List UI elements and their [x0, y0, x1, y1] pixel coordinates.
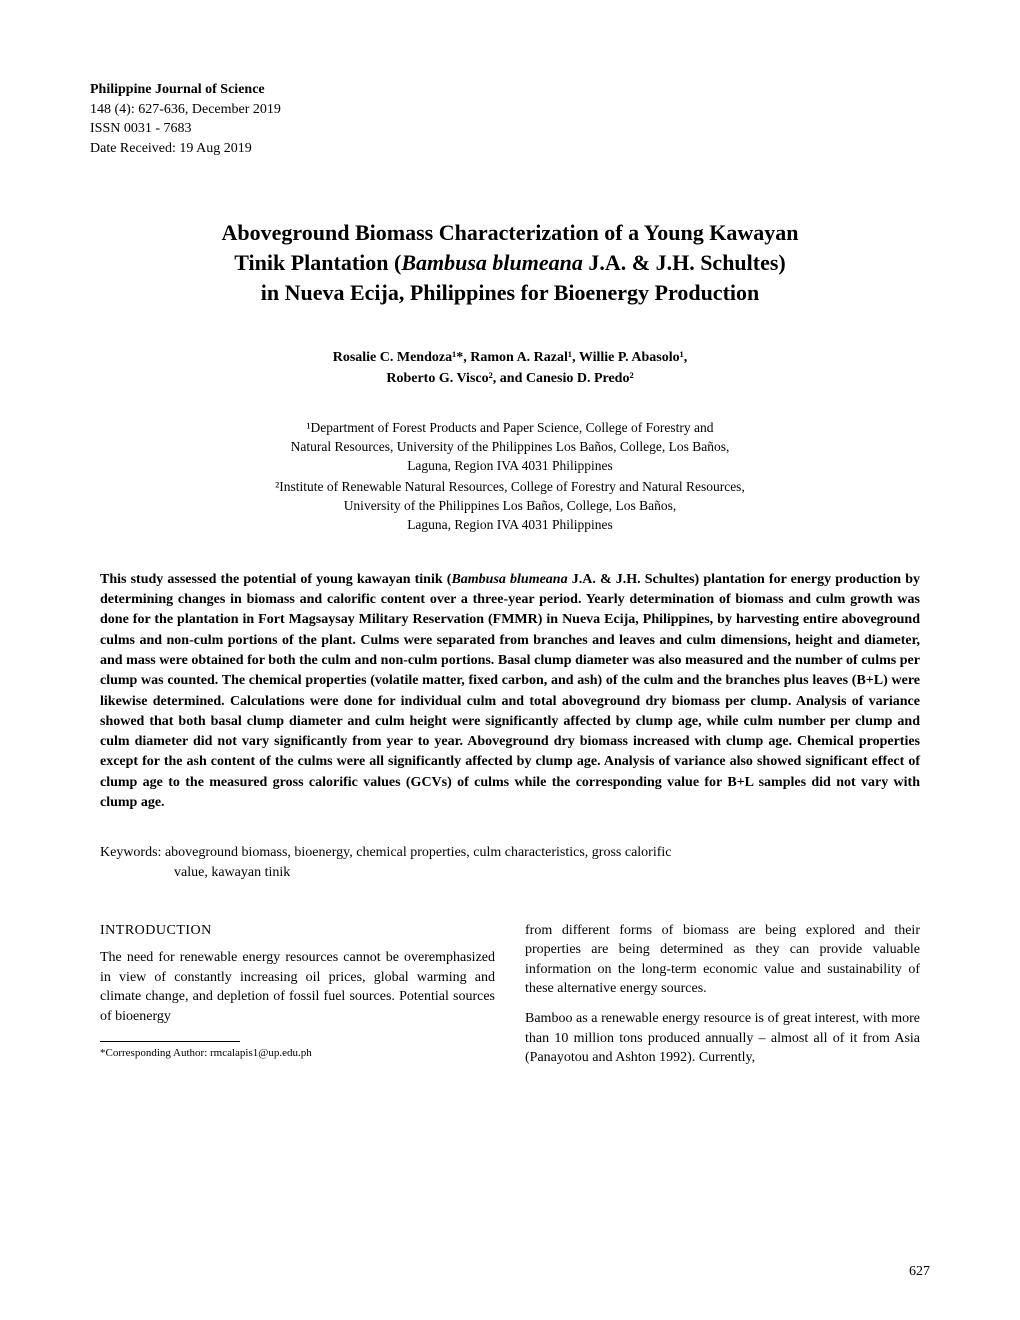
abstract-post: J.A. & J.H. Schultes) plantation for ene…	[100, 572, 920, 810]
aff1-line3: Laguna, Region IVA 4031 Philippines	[150, 457, 870, 476]
keywords-label: Keywords:	[100, 845, 165, 860]
body-columns: INTRODUCTION The need for renewable ener…	[90, 921, 930, 1078]
affiliation-1: ¹Department of Forest Products and Paper…	[150, 419, 870, 476]
keywords-line-1: aboveground biomass, bioenergy, chemical…	[165, 845, 672, 860]
footnote-divider	[100, 1041, 240, 1042]
aff1-line1: ¹Department of Forest Products and Paper…	[150, 419, 870, 438]
journal-header: Philippine Journal of Science 148 (4): 6…	[90, 80, 930, 158]
title-line-3: in Nueva Ecija, Philippines for Bioenerg…	[261, 280, 760, 305]
introduction-heading: INTRODUCTION	[100, 921, 495, 941]
aff2-line3: Laguna, Region IVA 4031 Philippines	[150, 516, 870, 535]
authors-line-1: Rosalie C. Mendoza¹*, Ramon A. Razal¹, W…	[90, 347, 930, 368]
abstract-pre: This study assessed the potential of you…	[100, 572, 451, 587]
title-species-name: Bambusa blumeana	[401, 250, 583, 275]
abstract-species-name: Bambusa blumeana	[451, 572, 567, 587]
title-line-1: Aboveground Biomass Characterization of …	[222, 220, 799, 245]
title-line-2-pre: Tinik Plantation (	[234, 250, 401, 275]
affiliation-2: ²Institute of Renewable Natural Resource…	[150, 478, 870, 535]
journal-issue: 148 (4): 627-636, December 2019	[90, 100, 930, 120]
journal-issn: ISSN 0031 - 7683	[90, 119, 930, 139]
authors-line-2: Roberto G. Visco², and Canesio D. Predo²	[90, 368, 930, 389]
left-column: INTRODUCTION The need for renewable ener…	[100, 921, 495, 1078]
authors-block: Rosalie C. Mendoza¹*, Ramon A. Razal¹, W…	[90, 347, 930, 389]
title-line-2-post: J.A. & J.H. Schultes)	[583, 250, 786, 275]
affiliations: ¹Department of Forest Products and Paper…	[90, 419, 930, 534]
aff2-line1: ²Institute of Renewable Natural Resource…	[150, 478, 870, 497]
keywords-line-2: value, kawayan tinik	[174, 863, 920, 883]
aff2-line2: University of the Philippines Los Baños,…	[150, 497, 870, 516]
abstract: This study assessed the potential of you…	[90, 570, 930, 814]
journal-name: Philippine Journal of Science	[90, 80, 930, 100]
corresponding-author-footnote: *Corresponding Author: rmcalapis1@up.edu…	[100, 1046, 495, 1060]
aff1-line2: Natural Resources, University of the Phi…	[150, 438, 870, 457]
intro-left-paragraph: The need for renewable energy resources …	[100, 948, 495, 1026]
intro-right-paragraph-1: from different forms of biomass are bein…	[525, 921, 920, 999]
journal-date-received: Date Received: 19 Aug 2019	[90, 139, 930, 159]
article-title: Aboveground Biomass Characterization of …	[90, 218, 930, 307]
keywords-section: Keywords: aboveground biomass, bioenergy…	[90, 843, 930, 882]
intro-right-paragraph-2: Bamboo as a renewable energy resource is…	[525, 1009, 920, 1068]
right-column: from different forms of biomass are bein…	[525, 921, 920, 1078]
page-number: 627	[909, 1264, 930, 1280]
